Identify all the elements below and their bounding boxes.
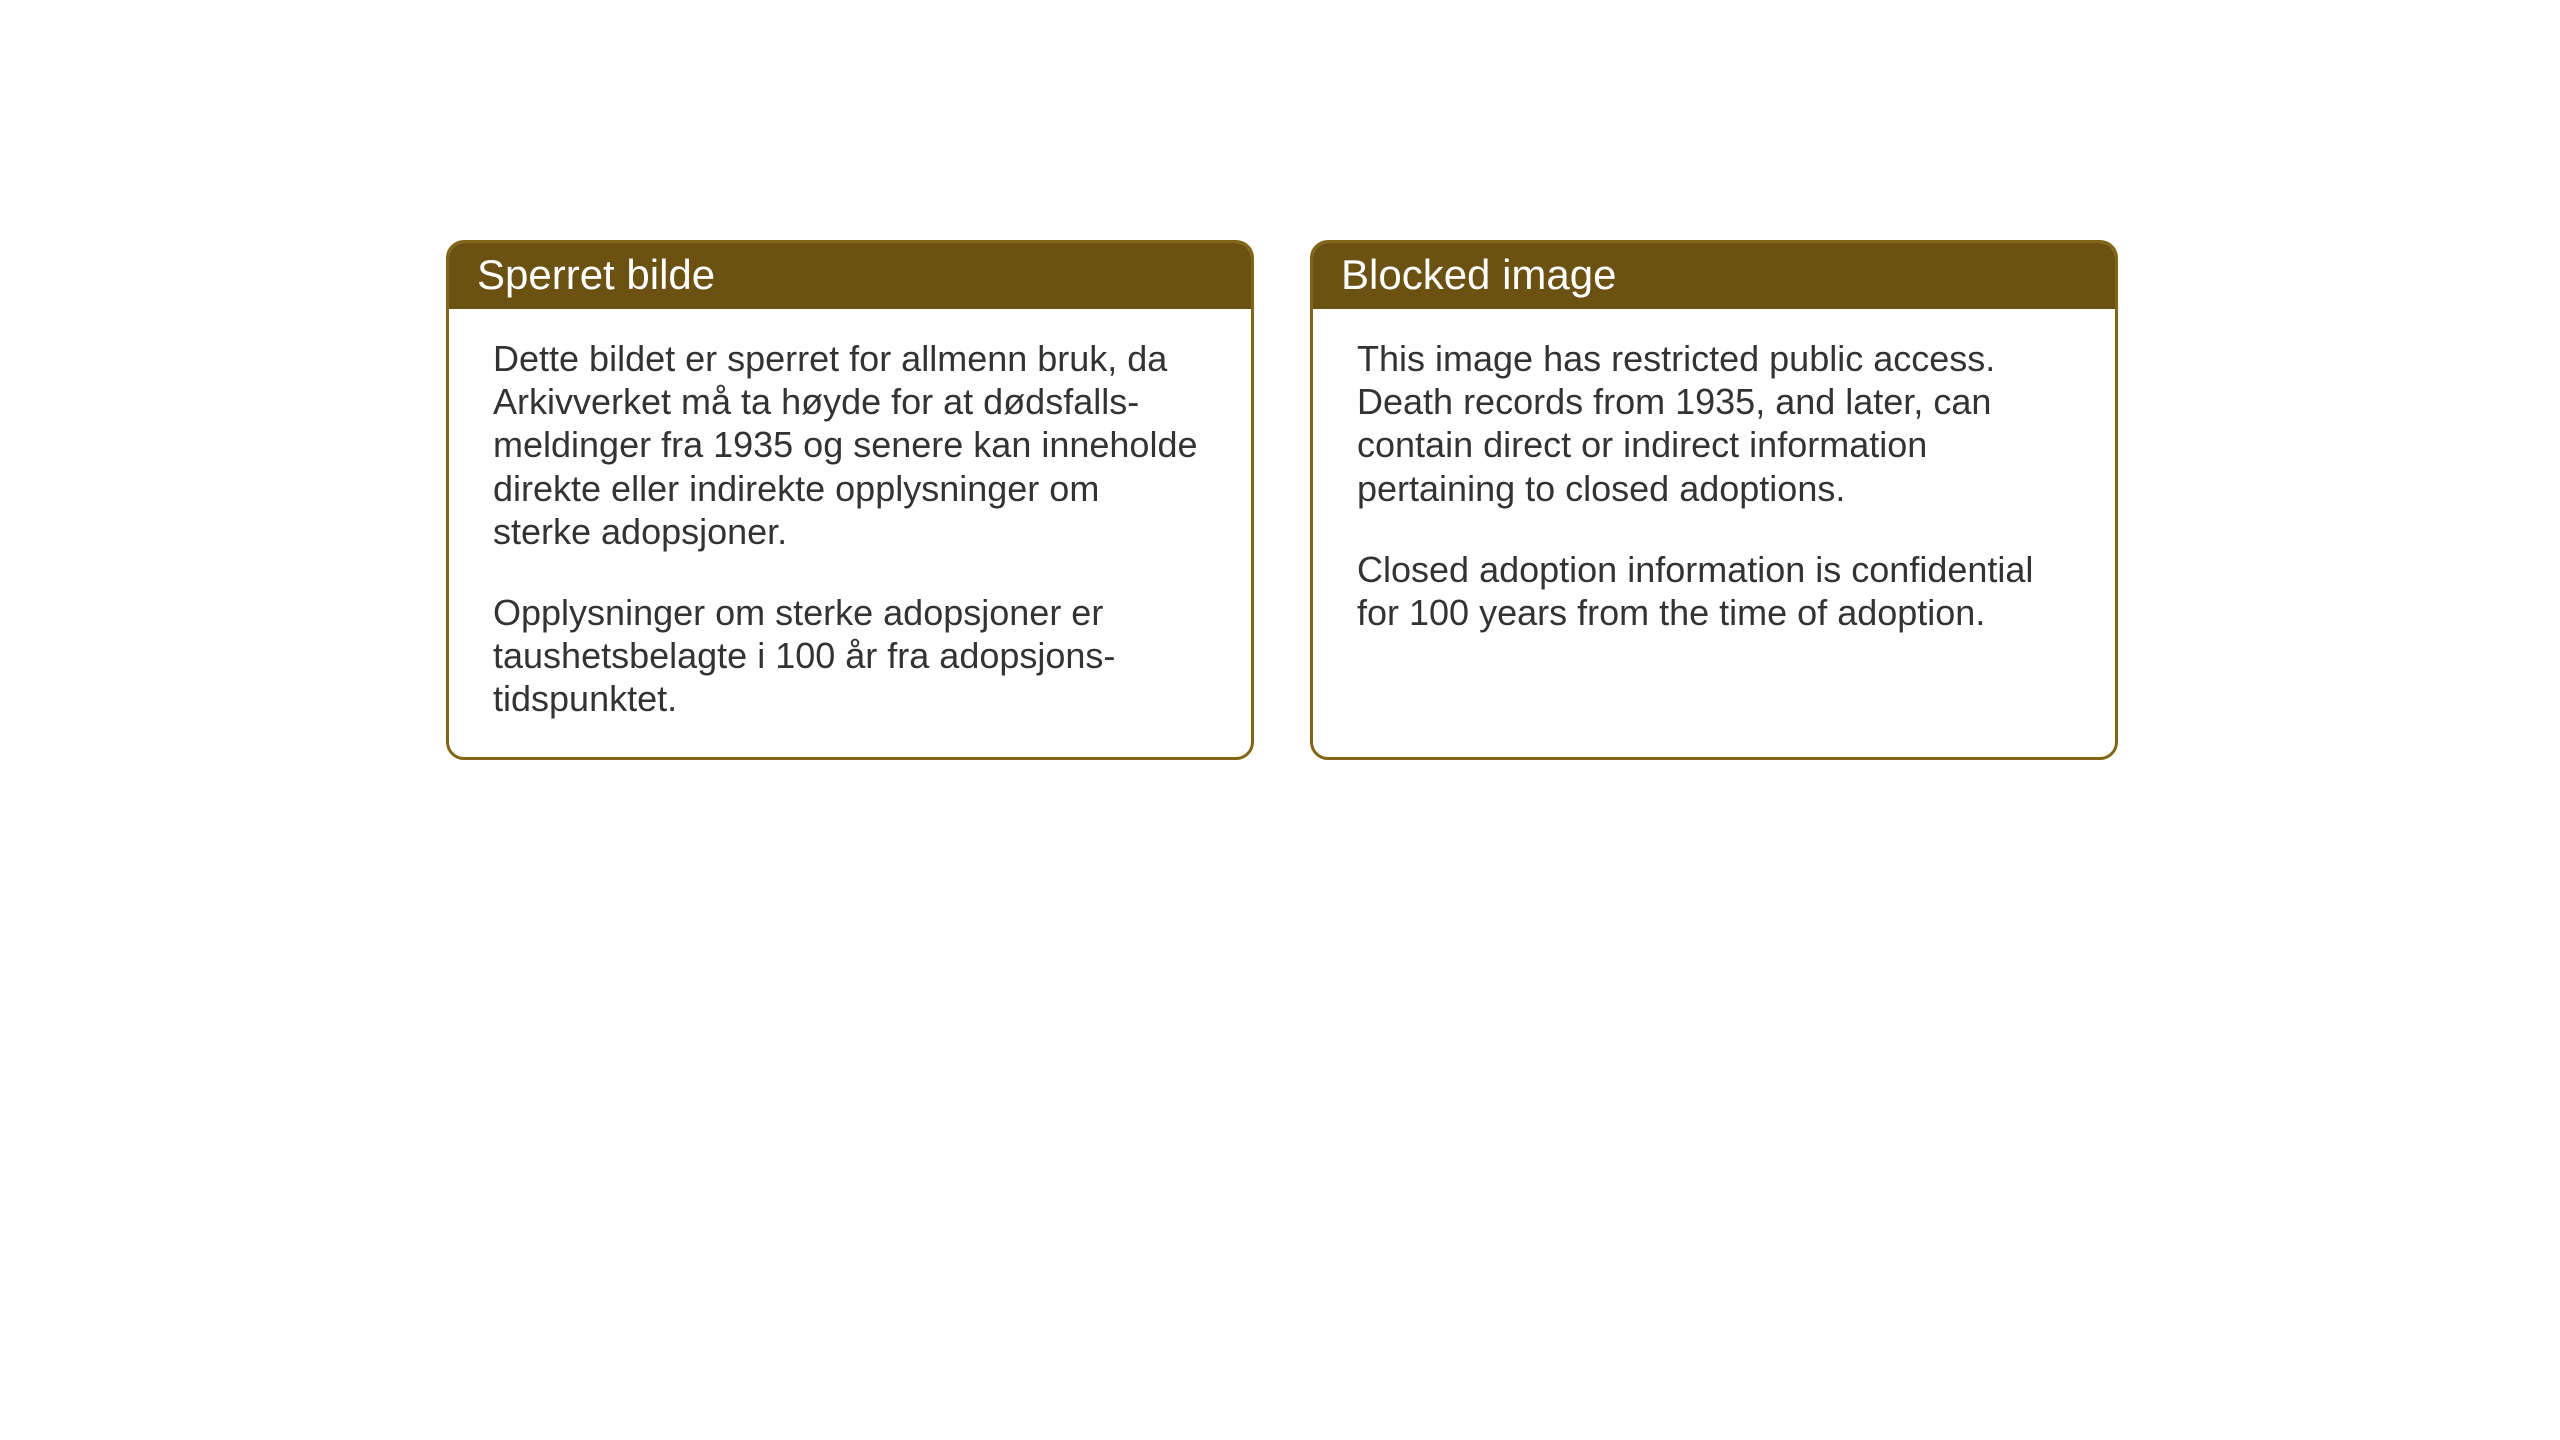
notice-card-english: Blocked image This image has restricted …: [1310, 240, 2118, 760]
card-header-english: Blocked image: [1313, 243, 2115, 309]
card-body-norwegian: Dette bildet er sperret for allmenn bruk…: [449, 309, 1251, 757]
notice-container: Sperret bilde Dette bildet er sperret fo…: [446, 240, 2118, 760]
card-paragraph-2-norwegian: Opplysninger om sterke adopsjoner er tau…: [493, 591, 1207, 721]
card-paragraph-2-english: Closed adoption information is confident…: [1357, 548, 2071, 634]
card-paragraph-1-english: This image has restricted public access.…: [1357, 337, 2071, 510]
notice-card-norwegian: Sperret bilde Dette bildet er sperret fo…: [446, 240, 1254, 760]
card-paragraph-1-norwegian: Dette bildet er sperret for allmenn bruk…: [493, 337, 1207, 553]
card-header-norwegian: Sperret bilde: [449, 243, 1251, 309]
card-body-english: This image has restricted public access.…: [1313, 309, 2115, 670]
card-title-norwegian: Sperret bilde: [477, 251, 715, 298]
card-title-english: Blocked image: [1341, 251, 1616, 298]
